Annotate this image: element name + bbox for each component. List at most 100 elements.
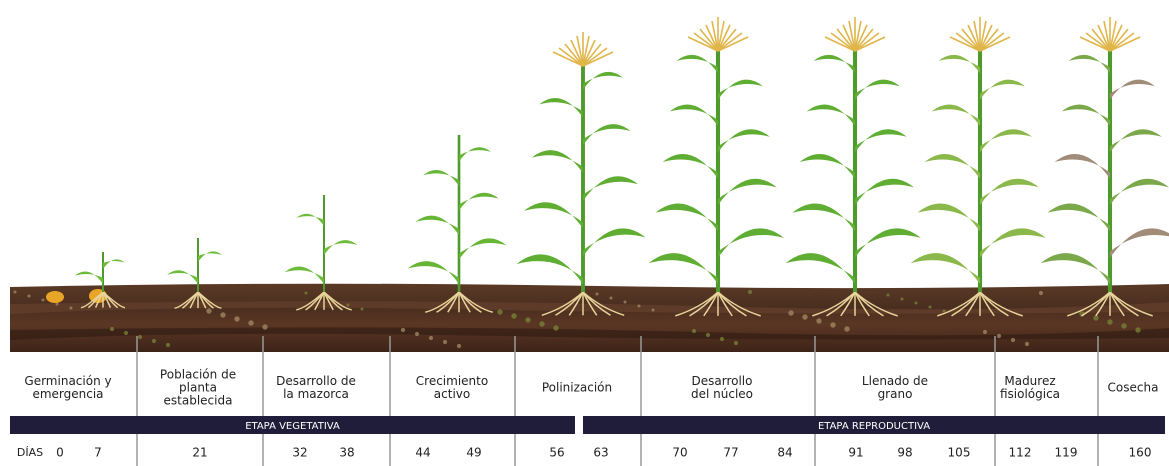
leaf <box>324 240 357 255</box>
soil-speck <box>720 337 724 341</box>
leaf <box>459 147 491 161</box>
leaf <box>532 150 583 173</box>
leaf <box>718 228 784 257</box>
soil-speck <box>816 318 821 323</box>
soil-speck <box>788 310 793 315</box>
soil-speck <box>429 336 433 340</box>
leaf <box>932 104 980 126</box>
soil-speck <box>929 306 932 309</box>
leaf <box>793 204 855 232</box>
soil-speck <box>1011 338 1015 342</box>
leaf <box>663 154 718 179</box>
leaf <box>583 228 646 256</box>
leaf <box>517 254 583 284</box>
labels: Germinación yemergenciaPoblación deplant… <box>10 336 1165 466</box>
stage-label: Madurez <box>1004 374 1055 388</box>
soil-speck <box>624 301 627 304</box>
leaf <box>539 98 583 117</box>
stage-label: Población de <box>160 368 236 382</box>
day-number: 63 <box>593 446 608 460</box>
soil-speck <box>638 305 641 308</box>
soil-speck <box>305 292 308 295</box>
leaf <box>1048 204 1110 232</box>
soil-speck <box>525 317 530 322</box>
soil-speck <box>692 329 696 333</box>
stage-label: del núcleo <box>691 387 753 401</box>
day-number: 112 <box>1009 446 1032 460</box>
stage-label: Germinación y <box>24 374 111 388</box>
soil-speck <box>748 290 752 294</box>
soil-speck <box>844 326 849 331</box>
day-number: 105 <box>948 446 971 460</box>
leaf <box>583 124 631 145</box>
soil-speck <box>706 333 710 337</box>
stage-label: fisiológica <box>1000 387 1060 401</box>
plant <box>1041 17 1169 316</box>
soil-speck <box>347 304 350 307</box>
leaf <box>1069 55 1110 73</box>
soil-speck <box>14 291 17 294</box>
soil-speck <box>42 299 45 302</box>
leaf <box>670 104 718 126</box>
leaf <box>925 154 980 179</box>
plants <box>46 17 1169 316</box>
soil-speck <box>997 334 1001 338</box>
soil-speck <box>1039 291 1043 295</box>
leaf <box>718 129 770 152</box>
soil-speck <box>110 327 114 331</box>
leaf <box>807 104 855 126</box>
leaf <box>718 80 763 100</box>
leaf <box>1110 80 1155 100</box>
plant <box>517 32 646 315</box>
leaf <box>459 193 499 211</box>
soil-speck <box>1107 319 1112 324</box>
day-number: 91 <box>848 446 863 460</box>
stage-label: la mazorca <box>283 387 349 401</box>
soil-speck <box>943 310 946 313</box>
phase-label: ETAPA REPRODUCTIVA <box>818 421 930 432</box>
day-number: 119 <box>1055 446 1078 460</box>
plant <box>911 17 1046 316</box>
leaf <box>980 179 1039 205</box>
soil-speck <box>1135 327 1140 332</box>
leaf <box>855 129 907 152</box>
leaf <box>911 253 980 284</box>
soil-speck <box>152 339 156 343</box>
day-number: 21 <box>192 446 207 460</box>
soil-speck <box>262 324 267 329</box>
leaf <box>285 266 324 284</box>
leaf <box>459 238 507 259</box>
day-number: 49 <box>466 446 481 460</box>
day-number: 56 <box>549 446 564 460</box>
soil-speck <box>901 298 904 301</box>
soil-speck <box>596 293 599 296</box>
soil-speck <box>206 308 211 313</box>
soil-speck <box>124 331 128 335</box>
leaf <box>649 253 718 284</box>
soil-speck <box>234 316 239 321</box>
day-number: 70 <box>672 446 687 460</box>
leaf <box>583 72 623 90</box>
leaf <box>415 216 459 235</box>
leaf <box>855 80 900 100</box>
soil-speck <box>734 341 738 345</box>
leaf <box>1055 154 1110 179</box>
leaf <box>1110 179 1169 205</box>
corn-growth-diagram: Germinación yemergenciaPoblación deplant… <box>0 0 1169 466</box>
seed <box>46 291 64 303</box>
day-number: 160 <box>1129 446 1152 460</box>
stage-label: Cosecha <box>1108 381 1159 395</box>
day-number: 77 <box>723 446 738 460</box>
soil-speck <box>1121 323 1126 328</box>
leaf <box>297 214 324 226</box>
soil-speck <box>511 313 516 318</box>
soil-speck <box>220 312 225 317</box>
soil-speck <box>652 309 655 312</box>
soil-speck <box>915 302 918 305</box>
soil-speck <box>248 320 253 325</box>
soil-speck <box>983 330 987 334</box>
soil-speck <box>497 309 502 314</box>
leaf <box>980 228 1046 257</box>
soil-speck <box>553 325 558 330</box>
day-number: 0 <box>56 446 64 460</box>
